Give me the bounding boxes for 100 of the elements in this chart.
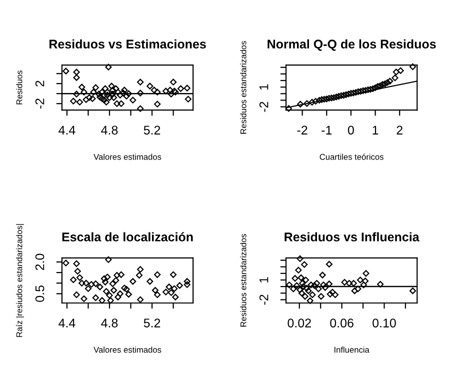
point [73,291,80,298]
point [62,68,70,74]
point [106,94,113,101]
point [73,90,80,98]
point [382,80,388,88]
point [298,290,306,296]
point [296,286,304,294]
point [92,280,99,288]
point [326,290,334,298]
point [123,286,130,293]
point [326,280,332,288]
point [62,260,70,266]
point [96,94,104,100]
point [322,284,328,291]
point [311,282,318,289]
point [130,96,136,104]
point [367,86,374,93]
point [100,96,108,104]
point [137,90,144,96]
point [137,105,144,112]
point [326,94,332,102]
x-tick-label: -1 [322,126,332,134]
point [78,280,86,286]
point [171,285,178,292]
point [379,81,386,88]
point [121,86,128,94]
point [351,288,358,294]
point [116,290,124,297]
point [409,63,416,70]
point [137,296,144,303]
point [105,256,112,263]
point [308,282,314,288]
point [130,278,136,285]
point [98,297,106,304]
point [309,291,316,298]
point [146,278,154,285]
point [114,294,122,300]
point [80,88,88,96]
point [308,98,316,106]
point [121,284,128,292]
y-axis-title: Residuos estandarizados [240,41,246,134]
x-axis-title: Influencia [334,346,370,353]
point [107,297,114,304]
y-tick-label: 1 [260,84,268,90]
y-axis-title: Raíz |resiudos estandarizados| [16,224,24,337]
point [377,280,384,288]
point [86,94,93,101]
point [84,285,92,292]
point [296,255,304,262]
x-axis-title: Cuartiles teóricos [320,154,384,160]
point [170,78,177,86]
x-tick-label: 0 [348,126,354,135]
point [118,100,124,107]
point [362,87,369,94]
point [295,266,302,274]
point [109,86,116,94]
x-axis-title: Valores estimados [94,154,162,160]
x-tick-label: 1 [372,126,378,134]
y-tick-label: 0.5 [35,286,44,302]
point [370,85,376,92]
point [70,98,77,104]
point [78,84,86,90]
point [323,96,330,102]
point [106,292,113,299]
point [73,74,80,81]
point [313,280,320,287]
point [114,272,120,279]
point [146,82,154,90]
point [154,271,161,278]
x-tick-label: 5.2 [144,126,160,135]
point [293,282,300,289]
point [114,100,120,107]
point [137,266,144,273]
point [108,82,115,90]
y-axis-title: Residuos estandarizados [240,234,246,327]
point [286,282,293,288]
point [166,86,174,94]
point [168,289,174,296]
point [357,88,364,95]
point [89,95,96,102]
point [354,286,362,292]
x-tick-label: 2 [396,126,402,134]
point [319,272,326,278]
point [154,100,161,108]
point [184,96,192,102]
point [397,67,404,74]
chart-title: Normal Q-Q de los Residuos [268,39,436,51]
point [88,281,95,288]
point [162,288,170,296]
point [350,280,357,287]
point [76,274,84,281]
y-tick-label: -2 [259,102,268,112]
point [184,278,190,285]
point [384,79,391,86]
point [302,276,310,284]
point [103,98,110,106]
point [292,275,298,282]
point [154,88,161,96]
point [96,284,104,290]
x-tick-label: 0.02 [288,318,311,328]
